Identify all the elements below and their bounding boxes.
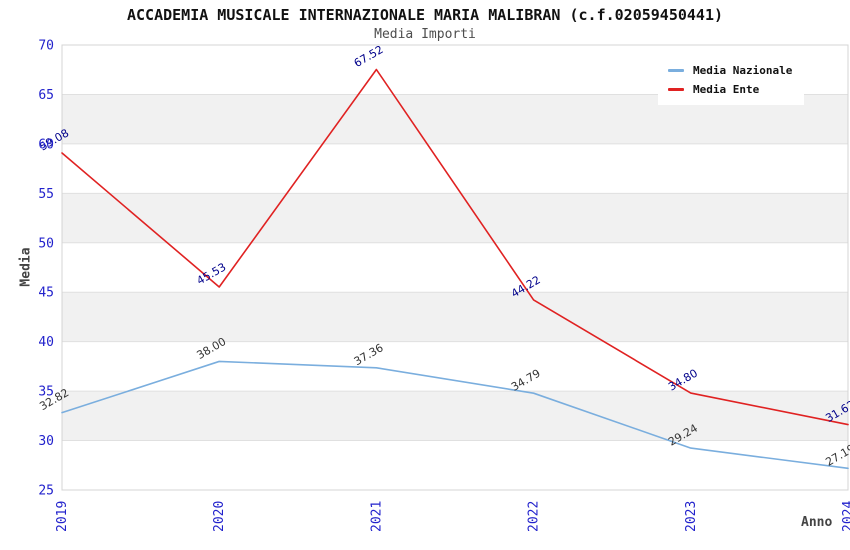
x-tick-label: 2023 (684, 501, 699, 532)
y-tick-label: 65 (38, 88, 54, 103)
chart-legend: Media Nazionale Media Ente (658, 56, 805, 105)
plot-band (62, 440, 848, 490)
plot-band (62, 242, 848, 293)
x-tick-label: 2020 (212, 501, 227, 532)
plot-band (62, 193, 848, 243)
y-tick-label: 60 (38, 137, 54, 152)
x-axis-title: Anno (801, 515, 833, 530)
legend-label-media-ente: Media Ente (693, 83, 760, 96)
media-ente-line (61, 68, 849, 426)
y-tick-label: 55 (38, 187, 54, 202)
y-tick-label: 70 (38, 39, 54, 54)
plot-band (62, 341, 848, 392)
media-nazionale-line-swatch (668, 69, 684, 72)
x-tick-label: 2022 (527, 501, 542, 532)
chart-title: ACCADEMIA MUSICALE INTERNAZIONALE MARIA … (126, 6, 724, 24)
legend-item-media-ente: Media Ente (668, 83, 792, 96)
y-tick-label: 45 (38, 286, 54, 301)
x-tick-label: 2021 (369, 501, 384, 532)
y-tick-label: 40 (38, 335, 54, 350)
y-tick-label: 35 (38, 385, 54, 400)
media-ente-line-swatch (668, 88, 684, 91)
media-nazionale-line (61, 360, 849, 470)
legend-label-media-nazionale: Media Nazionale (693, 64, 793, 77)
plot-band (62, 391, 848, 441)
y-tick-label: 30 (38, 434, 54, 449)
plot-border (61, 44, 849, 491)
x-tick-label: 2024 (841, 501, 850, 532)
x-tick-label: 2019 (55, 501, 70, 532)
y-tick-label: 50 (38, 236, 54, 251)
chart-subtitle: Media Importi (374, 27, 476, 42)
y-tick-label: 25 (38, 484, 54, 499)
plot-band (62, 292, 848, 342)
legend-item-media-nazionale: Media Nazionale (668, 64, 792, 77)
